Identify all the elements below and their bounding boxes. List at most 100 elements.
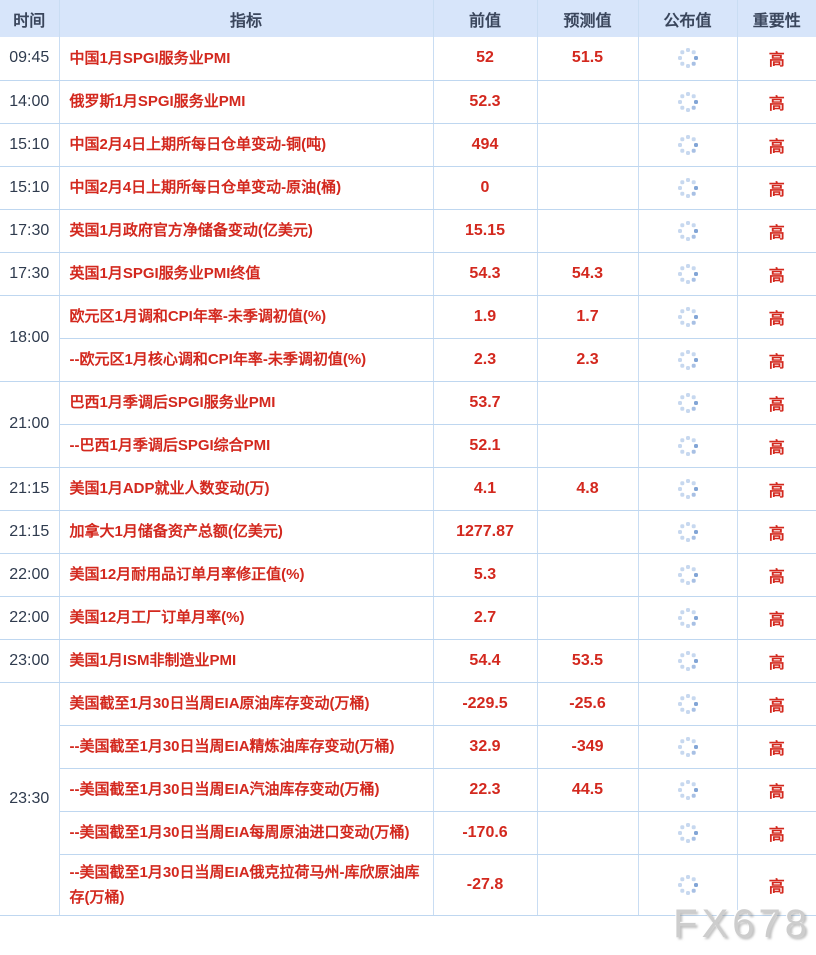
loading-spinner-icon xyxy=(677,607,699,629)
previous-value-cell: 53.7 xyxy=(433,381,538,425)
indicator-cell: 英国1月SPGI服务业PMI终值 xyxy=(59,252,434,296)
time-cell: 21:15 xyxy=(0,510,60,554)
indicator-link[interactable]: 英国1月SPGI服务业PMI终值 xyxy=(69,265,261,282)
forecast-value-cell xyxy=(537,209,639,253)
loading-spinner-icon xyxy=(677,177,699,199)
loading-spinner-icon xyxy=(677,47,699,69)
indicator-link[interactable]: 加拿大1月储备资产总额(亿美元) xyxy=(69,523,283,540)
forecast-value-cell xyxy=(537,811,639,855)
previous-value-cell: 1.9 xyxy=(433,295,538,339)
importance-cell: 高 xyxy=(737,811,816,855)
indicator-link[interactable]: --美国截至1月30日当周EIA汽油库存变动(万桶) xyxy=(69,781,380,798)
calendar-row: 09:45 中国1月SPGI服务业PMI 52 51.5 高 xyxy=(0,37,816,81)
indicator-link[interactable]: 英国1月政府官方净储备变动(亿美元) xyxy=(69,222,313,239)
importance-cell: 高 xyxy=(737,209,816,253)
loading-spinner-icon xyxy=(677,306,699,328)
indicator-cell: 美国12月耐用品订单月率修正值(%) xyxy=(59,553,434,597)
column-header-time: 时间 xyxy=(0,0,60,37)
time-cell: 17:30 xyxy=(0,252,60,296)
loading-spinner-icon xyxy=(677,874,699,896)
calendar-row: 15:10 中国2月4日上期所每日仓单变动-铜(吨) 494 高 xyxy=(0,123,816,167)
time-cell: 22:00 xyxy=(0,553,60,597)
time-cell: 17:30 xyxy=(0,209,60,253)
forecast-value-cell xyxy=(537,553,639,597)
forecast-value-cell: 4.8 xyxy=(537,467,639,511)
indicator-link[interactable]: --巴西1月季调后SPGI综合PMI xyxy=(69,437,271,454)
column-header-indicator: 指标 xyxy=(59,0,434,37)
calendar-row: --美国截至1月30日当周EIA汽油库存变动(万桶) 22.3 44.5 高 xyxy=(0,768,816,812)
forecast-value-cell xyxy=(537,166,639,210)
published-value-cell xyxy=(638,252,738,296)
published-value-cell xyxy=(638,510,738,554)
importance-cell: 高 xyxy=(737,80,816,124)
importance-cell: 高 xyxy=(737,639,816,683)
previous-value-cell: 494 xyxy=(433,123,538,167)
forecast-value-cell: 2.3 xyxy=(537,338,639,382)
loading-spinner-icon xyxy=(677,392,699,414)
indicator-cell: --美国截至1月30日当周EIA每周原油进口变动(万桶) xyxy=(59,811,434,855)
published-value-cell xyxy=(638,123,738,167)
calendar-row: 17:30 英国1月SPGI服务业PMI终值 54.3 54.3 高 xyxy=(0,252,816,296)
previous-value-cell: 52.3 xyxy=(433,80,538,124)
published-value-cell xyxy=(638,811,738,855)
forecast-value-cell xyxy=(537,80,639,124)
forecast-value-cell: 44.5 xyxy=(537,768,639,812)
forecast-value-cell: 1.7 xyxy=(537,295,639,339)
previous-value-cell: 4.1 xyxy=(433,467,538,511)
forecast-value-cell xyxy=(537,123,639,167)
calendar-row: 23:30 美国截至1月30日当周EIA原油库存变动(万桶) -229.5 -25.6… xyxy=(0,682,816,916)
forecast-value-cell xyxy=(537,424,639,468)
indicator-cell: --欧元区1月核心调和CPI年率-未季调初值(%) xyxy=(59,338,434,382)
indicator-link[interactable]: 中国2月4日上期所每日仓单变动-铜(吨) xyxy=(69,136,327,153)
indicator-cell: 中国2月4日上期所每日仓单变动-铜(吨) xyxy=(59,123,434,167)
published-value-cell xyxy=(638,295,738,339)
indicator-link[interactable]: 美国12月工厂订单月率(%) xyxy=(69,609,245,626)
forecast-value-cell xyxy=(537,854,639,916)
previous-value-cell: -27.8 xyxy=(433,854,538,916)
indicator-link[interactable]: 美国1月ISM非制造业PMI xyxy=(69,652,237,669)
column-header-importance: 重要性 xyxy=(737,0,816,37)
indicator-link[interactable]: 美国截至1月30日当周EIA原油库存变动(万桶) xyxy=(69,695,370,712)
indicator-cell: --美国截至1月30日当周EIA精炼油库存变动(万桶) xyxy=(59,725,434,769)
indicator-link[interactable]: --美国截至1月30日当周EIA每周原油进口变动(万桶) xyxy=(69,824,410,841)
column-header-forecast: 预测值 xyxy=(537,0,639,37)
indicator-link[interactable]: 美国12月耐用品订单月率修正值(%) xyxy=(69,566,305,583)
calendar-table-header: 时间 指标 前值 预测值 公布值 重要性 xyxy=(0,0,816,37)
loading-spinner-icon xyxy=(677,435,699,457)
column-header-previous: 前值 xyxy=(433,0,538,37)
importance-cell: 高 xyxy=(737,854,816,916)
loading-spinner-icon xyxy=(677,478,699,500)
importance-cell: 高 xyxy=(737,553,816,597)
calendar-row: 18:00 欧元区1月调和CPI年率-未季调初值(%) 1.9 1.7 高 xyxy=(0,295,816,382)
previous-value-cell: 52 xyxy=(433,37,538,81)
calendar-row: 23:00 美国1月ISM非制造业PMI 54.4 53.5 高 xyxy=(0,639,816,683)
forecast-value-cell xyxy=(537,510,639,554)
indicator-link[interactable]: 中国2月4日上期所每日仓单变动-原油(桶) xyxy=(69,179,342,196)
indicator-link[interactable]: --美国截至1月30日当周EIA俄克拉荷马州-库欣原油库存(万桶) xyxy=(69,863,420,906)
importance-cell: 高 xyxy=(737,510,816,554)
indicator-link[interactable]: 欧元区1月调和CPI年率-未季调初值(%) xyxy=(69,308,327,325)
indicator-link[interactable]: 中国1月SPGI服务业PMI xyxy=(69,49,231,67)
indicator-cell: 加拿大1月储备资产总额(亿美元) xyxy=(59,510,434,554)
calendar-row: 22:00 美国12月耐用品订单月率修正值(%) 5.3 高 xyxy=(0,553,816,597)
time-cell: 21:15 xyxy=(0,467,60,511)
indicator-link[interactable]: --欧元区1月核心调和CPI年率-未季调初值(%) xyxy=(69,351,367,368)
loading-spinner-icon xyxy=(677,779,699,801)
indicator-link[interactable]: --美国截至1月30日当周EIA精炼油库存变动(万桶) xyxy=(69,738,395,755)
indicator-cell: 中国2月4日上期所每日仓单变动-原油(桶) xyxy=(59,166,434,210)
previous-value-cell: 32.9 xyxy=(433,725,538,769)
importance-cell: 高 xyxy=(737,467,816,511)
previous-value-cell: 52.1 xyxy=(433,424,538,468)
indicator-link[interactable]: 巴西1月季调后SPGI服务业PMI xyxy=(69,394,276,411)
loading-spinner-icon xyxy=(677,693,699,715)
indicator-link[interactable]: 俄罗斯1月SPGI服务业PMI xyxy=(69,93,246,110)
calendar-table-body: 09:45 中国1月SPGI服务业PMI 52 51.5 高 14:00 俄罗斯1月SPGI… xyxy=(0,37,816,916)
indicator-link[interactable]: 美国1月ADP就业人数变动(万) xyxy=(69,480,270,497)
importance-cell: 高 xyxy=(737,424,816,468)
previous-value-cell: 15.15 xyxy=(433,209,538,253)
time-cell: 21:00 xyxy=(0,381,60,468)
previous-value-cell: 54.3 xyxy=(433,252,538,296)
forecast-value-cell: -25.6 xyxy=(537,682,639,726)
calendar-row: 22:00 美国12月工厂订单月率(%) 2.7 高 xyxy=(0,596,816,640)
